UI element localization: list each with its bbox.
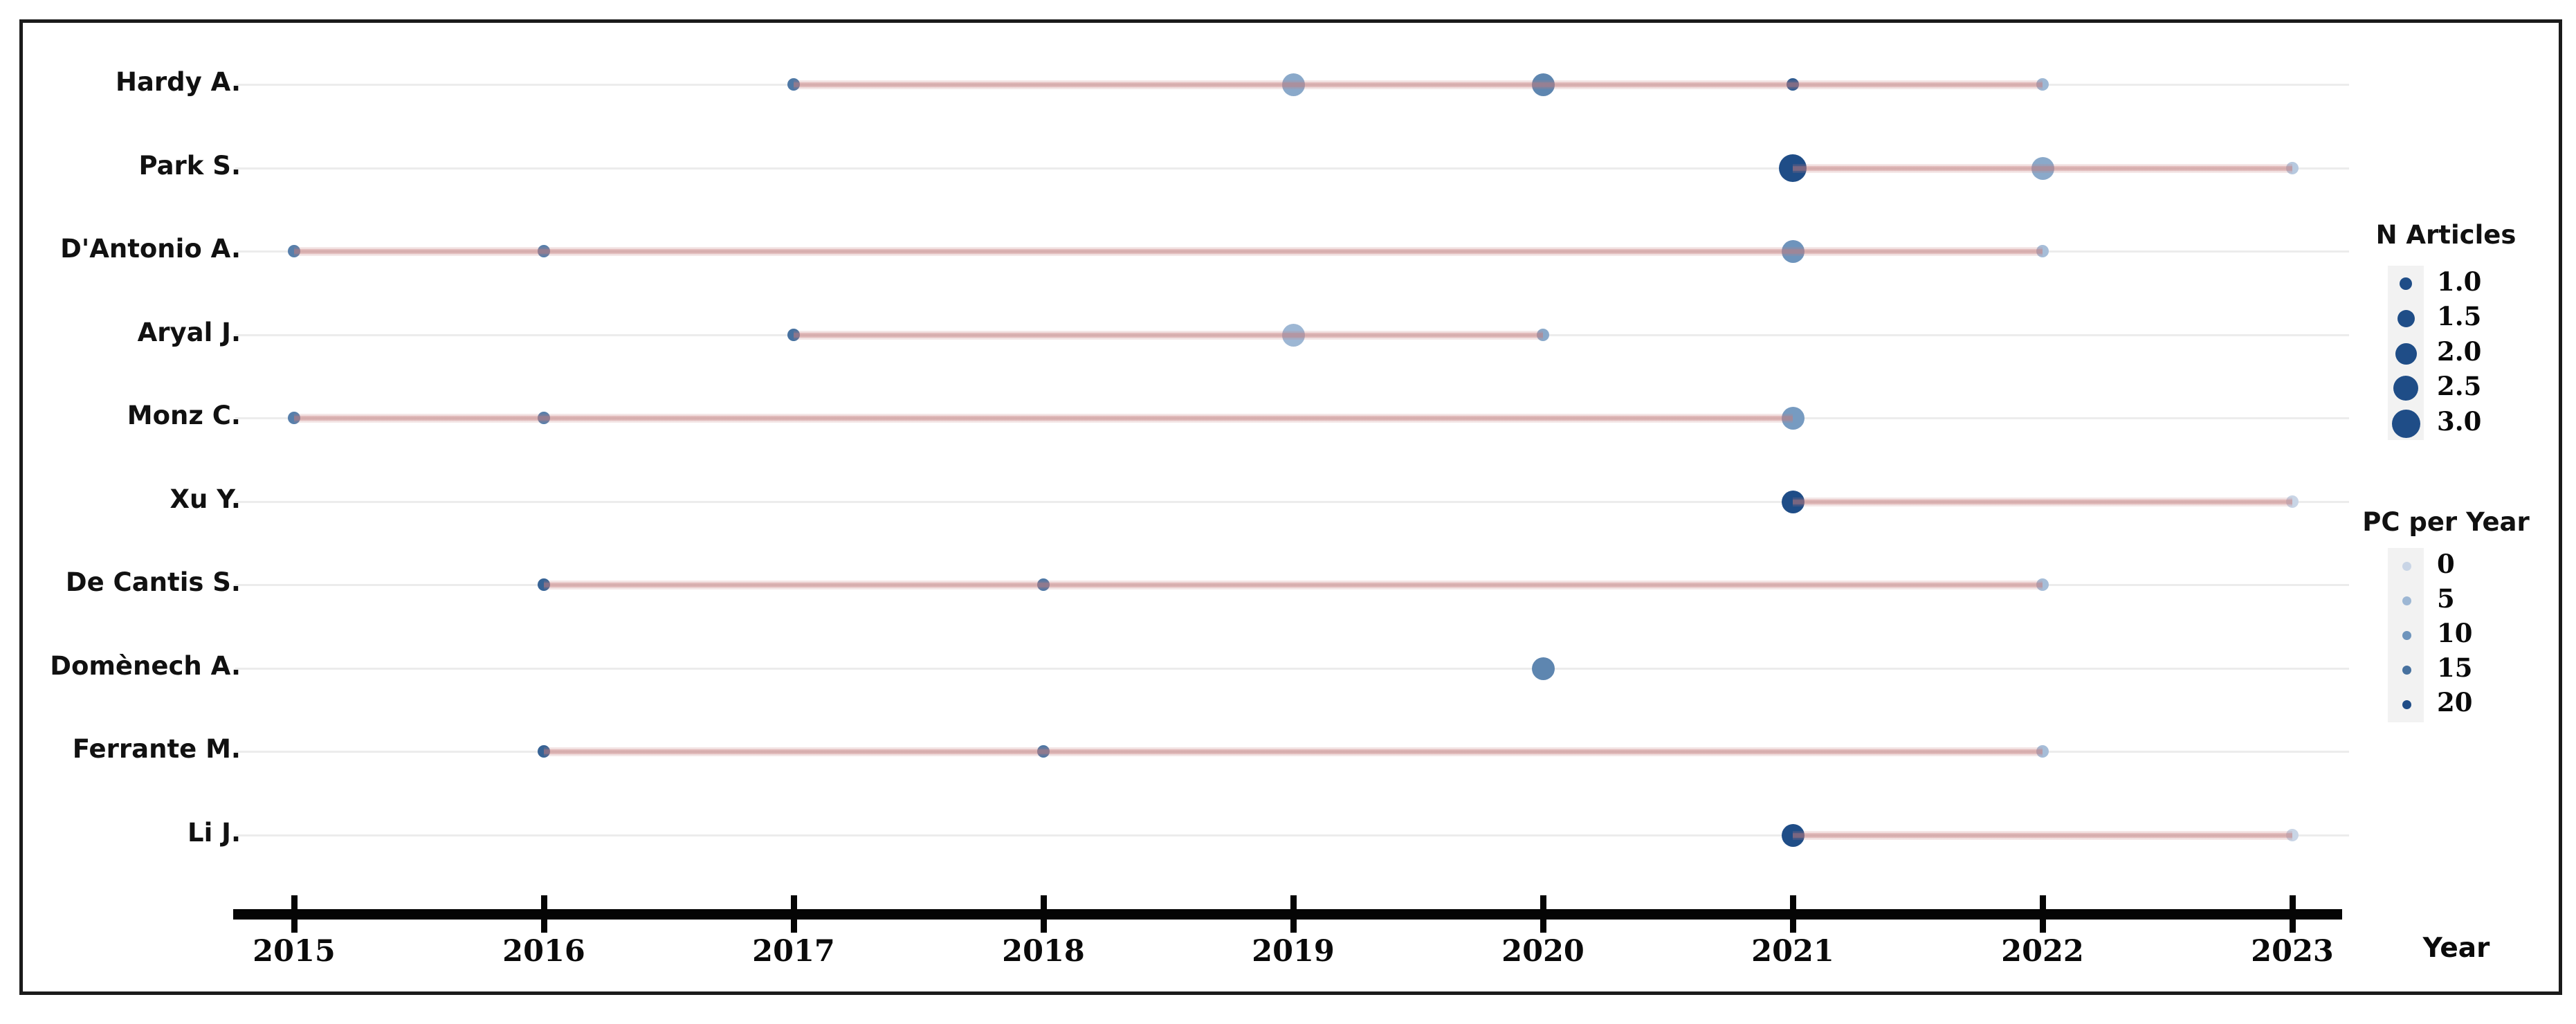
x-axis-tick	[1290, 895, 1297, 933]
color-legend-dot	[2402, 561, 2411, 571]
author-label: Ferrante M.	[72, 734, 241, 764]
x-axis-line	[233, 909, 2342, 920]
author-label: Xu Y.	[170, 484, 241, 514]
size-legend-value: 2.0	[2437, 336, 2482, 367]
author-label: De Cantis S.	[65, 567, 241, 597]
size-legend-dot	[2391, 409, 2420, 438]
x-axis-tick	[1790, 895, 1796, 933]
color-legend-title: PC per Year	[2362, 507, 2530, 537]
size-legend-dot	[2400, 277, 2412, 290]
color-legend-dot	[2402, 700, 2411, 709]
author-label: Park S.	[138, 151, 241, 181]
year-tick-label: 2021	[1751, 934, 1834, 969]
row-guide-line	[235, 834, 2349, 836]
size-legend-dot	[2393, 376, 2418, 401]
timeline-line	[1793, 497, 2292, 506]
color-legend-value: 20	[2437, 687, 2473, 717]
timeline-line	[794, 331, 1543, 340]
year-tick-label: 2019	[1252, 934, 1335, 969]
x-axis-tick	[2040, 895, 2046, 933]
timeline-line	[544, 580, 2043, 589]
color-legend-dot	[2402, 596, 2411, 605]
x-axis-tick	[1540, 895, 1546, 933]
x-axis-tick	[1041, 895, 1047, 933]
timeline-line	[294, 247, 2043, 256]
x-axis-title: Year	[2422, 933, 2490, 964]
color-legend-value: 10	[2437, 618, 2473, 648]
row-guide-line	[235, 167, 2349, 170]
data-point	[1531, 657, 1555, 680]
x-axis-tick	[291, 895, 298, 933]
color-legend-value: 5	[2437, 583, 2455, 614]
color-legend-value: 0	[2437, 549, 2455, 579]
timeline-line	[1793, 831, 2292, 840]
author-label: Hardy A.	[115, 67, 241, 97]
year-tick-label: 2016	[502, 934, 585, 969]
author-label: Domènech A.	[50, 651, 241, 681]
size-legend-title: N Articles	[2375, 220, 2516, 250]
year-tick-label: 2015	[253, 934, 336, 969]
author-label: Li J.	[188, 818, 241, 848]
year-tick-label: 2018	[1002, 934, 1085, 969]
size-legend-value: 1.0	[2437, 266, 2482, 297]
row-guide-line	[235, 668, 2349, 670]
size-legend-value: 3.0	[2437, 406, 2482, 437]
year-tick-label: 2023	[2251, 934, 2334, 969]
timeline-line	[544, 747, 2043, 756]
year-tick-label: 2022	[2001, 934, 2084, 969]
size-legend-value: 2.5	[2437, 371, 2482, 401]
size-legend-dot	[2395, 342, 2417, 365]
x-axis-tick	[2290, 895, 2296, 933]
author-label: Monz C.	[127, 401, 241, 430]
color-legend-value: 15	[2437, 652, 2473, 683]
color-legend-dot	[2402, 665, 2411, 675]
timeline-line	[794, 80, 2043, 89]
year-tick-label: 2017	[752, 934, 835, 969]
x-axis-tick	[791, 895, 797, 933]
color-legend-dot	[2402, 630, 2411, 640]
timeline-line	[294, 414, 1793, 423]
author-label: Aryal J.	[137, 318, 241, 347]
row-guide-line	[235, 501, 2349, 503]
year-tick-label: 2020	[1501, 934, 1584, 969]
timeline-line	[1793, 164, 2292, 173]
x-axis-tick	[541, 895, 547, 933]
author-label: D'Antonio A.	[60, 234, 241, 264]
size-legend-value: 1.5	[2437, 301, 2482, 331]
size-legend-dot	[2397, 309, 2415, 327]
